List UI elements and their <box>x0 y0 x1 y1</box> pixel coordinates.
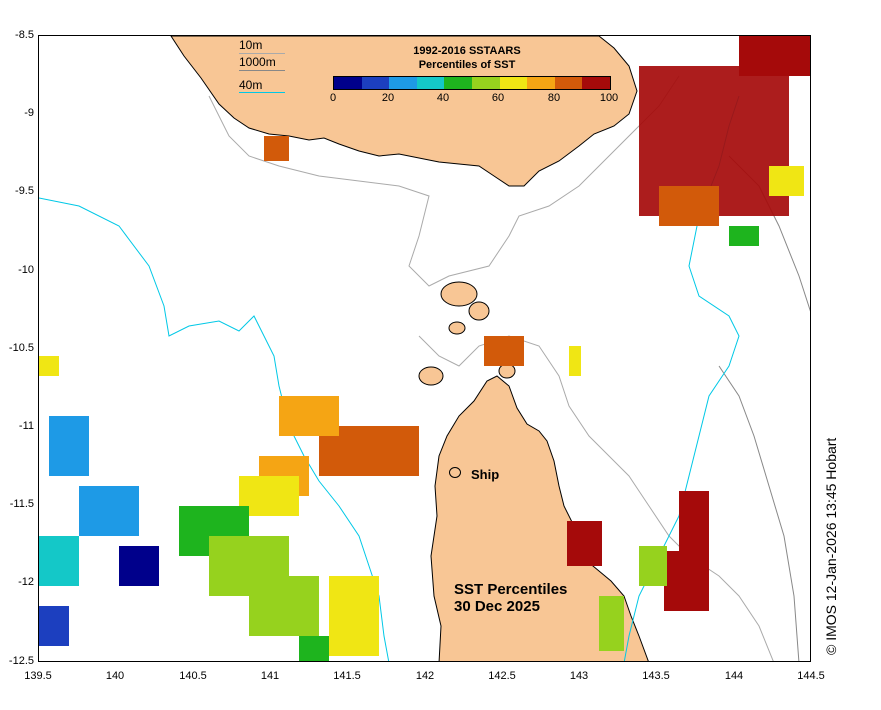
island <box>418 366 444 386</box>
cape-york-land <box>430 375 649 661</box>
y-axis-label: -11.5 <box>9 498 34 510</box>
ship-marker[interactable] <box>449 467 461 478</box>
x-axis-label: 144 <box>724 670 744 682</box>
contour-40m <box>39 197 390 661</box>
credit-text: © IMOS 12-Jan-2026 13:45 Hobart <box>823 437 839 655</box>
colorbar-swatch <box>444 77 472 89</box>
colorbar-swatch <box>499 77 528 89</box>
contour-key-line <box>239 92 285 93</box>
colorbar-swatch <box>361 77 390 89</box>
island <box>468 301 490 321</box>
ship-label: Ship <box>471 467 500 482</box>
y-axis-label: -10 <box>18 264 34 276</box>
x-axis-label: 140 <box>105 670 125 682</box>
y-axis-label: -10.5 <box>8 342 34 354</box>
contour-10m <box>418 335 774 661</box>
y-axis-label: -9.5 <box>15 185 34 197</box>
colorbar-swatch <box>389 77 417 89</box>
island <box>498 363 516 379</box>
contour-key-10m: 10m <box>239 38 285 54</box>
contour-1000m <box>718 365 800 661</box>
x-axis-label: 143 <box>569 670 589 682</box>
colorbar-tick: 80 <box>547 92 561 104</box>
colorbar-swatch <box>554 77 583 89</box>
x-axis-label: 140.5 <box>179 670 207 682</box>
y-axis-label: -12 <box>18 576 34 588</box>
colorbar-tick: 60 <box>491 92 505 104</box>
x-axis-label: 139.5 <box>24 670 52 682</box>
colorbar-tick: 40 <box>436 92 450 104</box>
map-title-line1: SST Percentiles <box>454 581 568 598</box>
y-axis-label: -9 <box>24 107 34 119</box>
legend-title: 1992-2016 SSTAARS Percentiles of SST <box>362 44 572 72</box>
colorbar-tick: 100 <box>599 92 619 104</box>
legend-title-line1: 1992-2016 SSTAARS <box>413 45 521 57</box>
island <box>448 321 466 335</box>
map-title: SST Percentiles 30 Dec 2025 <box>454 581 567 615</box>
new-guinea-land <box>170 36 638 187</box>
contour-key-line <box>239 53 285 54</box>
y-axis-label: -11 <box>18 420 34 432</box>
y-axis-label: -12.5 <box>8 655 34 667</box>
map-canvas <box>39 36 810 661</box>
colorbar <box>333 76 611 90</box>
x-axis-label: 143.5 <box>642 670 670 682</box>
colorbar-swatch <box>527 77 555 89</box>
x-axis-label: 141 <box>260 670 280 682</box>
contour-key-40m: 40m <box>239 78 285 93</box>
contour-key-label: 40m <box>239 78 263 92</box>
colorbar-tick: 20 <box>381 92 395 104</box>
x-axis-label: 142 <box>415 670 435 682</box>
y-axis-label: -8.5 <box>15 29 34 41</box>
x-axis-label: 141.5 <box>333 670 361 682</box>
colorbar-swatch <box>582 77 610 89</box>
contour-key-line <box>239 70 285 71</box>
map-area[interactable] <box>38 35 811 662</box>
colorbar-swatch <box>416 77 445 89</box>
colorbar-swatch <box>471 77 500 89</box>
contour-key-label: 1000m <box>239 55 276 69</box>
island <box>440 281 478 307</box>
map-title-line2: 30 Dec 2025 <box>454 598 540 615</box>
legend-title-line2: Percentiles of SST <box>418 59 516 71</box>
contour-key-label: 10m <box>239 38 263 52</box>
sst-data-layer <box>39 36 810 661</box>
x-axis-label: 142.5 <box>488 670 516 682</box>
x-axis-label: 144.5 <box>797 670 825 682</box>
contour-10m <box>208 75 680 287</box>
colorbar-swatch <box>334 77 362 89</box>
colorbar-tick: 0 <box>329 92 337 104</box>
contour-key-1000m: 1000m <box>239 55 285 71</box>
